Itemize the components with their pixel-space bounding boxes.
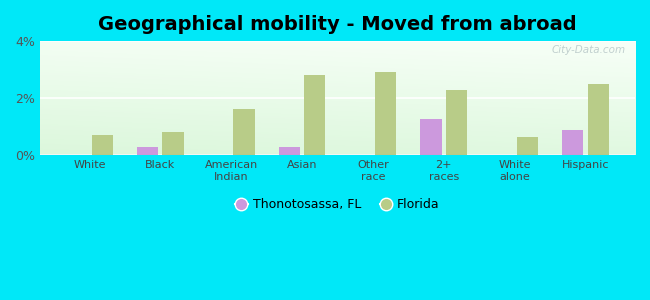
Bar xyxy=(304,75,326,155)
Bar xyxy=(588,84,609,155)
Title: Geographical mobility - Moved from abroad: Geographical mobility - Moved from abroa… xyxy=(98,15,577,34)
Bar xyxy=(421,118,441,155)
Bar xyxy=(279,147,300,155)
Bar xyxy=(562,130,583,155)
Bar xyxy=(375,72,396,155)
Legend: Thonotosassa, FL, Florida: Thonotosassa, FL, Florida xyxy=(230,193,445,216)
Text: City-Data.com: City-Data.com xyxy=(552,44,626,55)
Bar xyxy=(446,90,467,155)
Bar xyxy=(162,132,184,155)
Bar xyxy=(517,136,538,155)
Bar xyxy=(137,147,158,155)
Bar xyxy=(233,110,255,155)
Bar xyxy=(92,135,113,155)
